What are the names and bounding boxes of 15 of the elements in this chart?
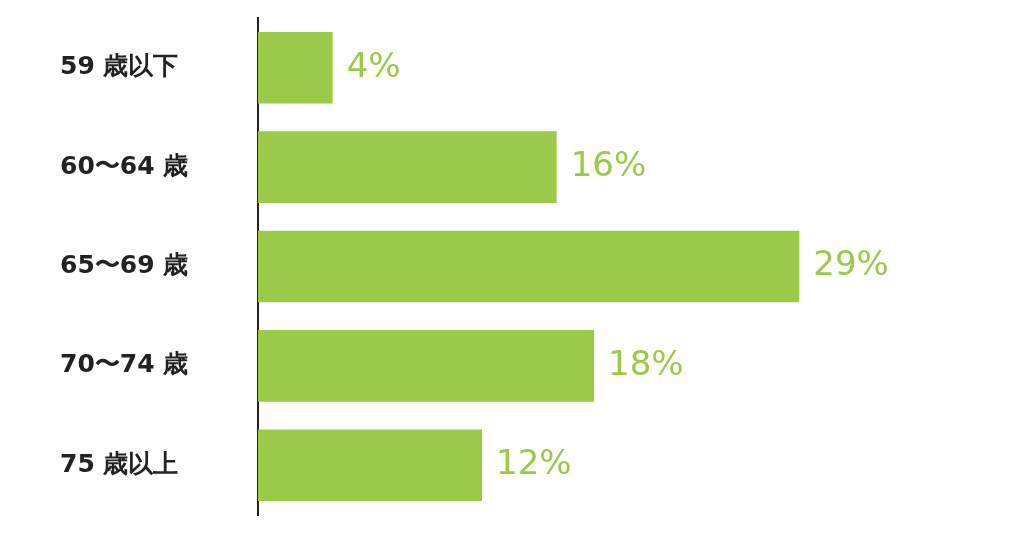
bar [258, 429, 482, 502]
bar [258, 131, 557, 203]
bar [258, 230, 800, 303]
data-label: 18% [608, 342, 684, 383]
y-tick-label: 70〜74 歳 [60, 349, 189, 379]
data-label: 16% [570, 143, 647, 184]
y-tick-label: 75 歳以上 [60, 448, 179, 478]
data-label: 4% [346, 44, 401, 85]
bar [258, 330, 594, 402]
bar [258, 31, 333, 104]
y-tick-label: 59 歳以下 [60, 51, 179, 81]
data-label: 29% [813, 243, 889, 284]
data-label: 12% [496, 442, 572, 483]
y-tick-label: 60〜64 歳 [60, 150, 189, 180]
y-tick-label: 65〜69 歳 [60, 250, 189, 279]
